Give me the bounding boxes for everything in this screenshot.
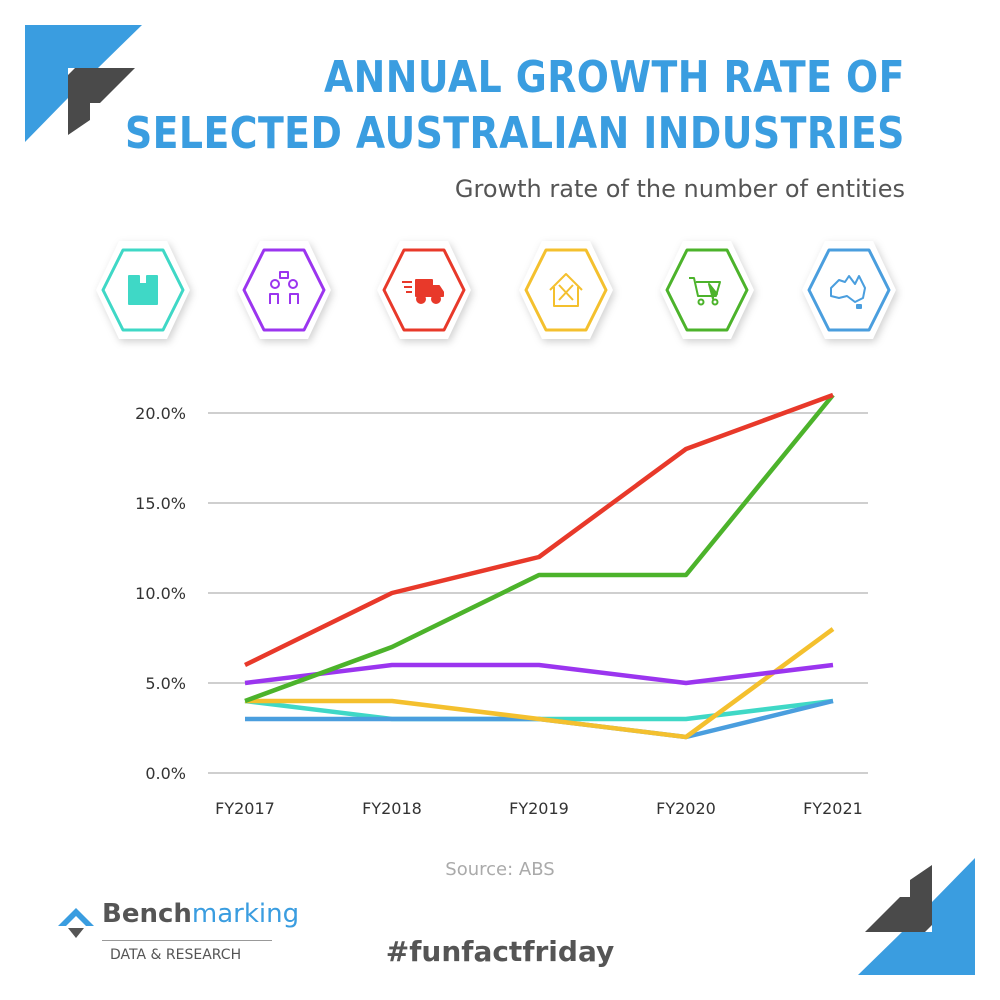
subtitle: Growth rate of the number of entities — [454, 175, 905, 203]
x-tick-label: FY2020 — [656, 799, 716, 818]
x-tick-label: FY2017 — [215, 799, 275, 818]
corner-bracket-top-left-grey — [68, 68, 135, 135]
y-tick-label: 10.0% — [135, 584, 186, 603]
corner-bracket-bottom-right-blue — [858, 858, 975, 975]
series-line-delivery-truck — [244, 392, 834, 668]
series-line-shopping-cart — [244, 393, 835, 704]
x-tick-label: FY2019 — [509, 799, 569, 818]
people-chat-icon — [237, 241, 331, 339]
corner-bracket-bottom-right-grey — [865, 865, 932, 932]
delivery-truck-icon — [377, 241, 471, 339]
series-line-people-chat — [244, 662, 834, 686]
y-tick-label: 15.0% — [135, 494, 186, 513]
x-tick-label: FY2018 — [362, 799, 422, 818]
logo-light: marking — [191, 899, 300, 929]
australia-map-icon — [802, 241, 896, 339]
house-tools-icon — [519, 241, 613, 339]
y-tick-label: 0.0% — [145, 764, 186, 783]
series-line-building — [244, 698, 834, 722]
shopping-cart-icon — [660, 241, 754, 339]
x-tick-label: FY2021 — [803, 799, 863, 818]
corner-bracket-top-left-blue — [25, 25, 142, 142]
source-note: Source: ABS — [445, 859, 555, 880]
title-line-2: SELECTED AUSTRALIAN INDUSTRIES — [125, 108, 905, 159]
page-title: ANNUAL GROWTH RATE OF SELECTED AUSTRALIA… — [125, 50, 905, 162]
logo-bold: Bench — [102, 899, 192, 929]
industry-icons — [96, 241, 896, 339]
y-tick-label: 5.0% — [145, 674, 186, 693]
hashtag: #funfactfriday — [385, 935, 615, 968]
logo-divider — [102, 940, 272, 941]
series-line-house-tools — [245, 627, 835, 740]
logo-tagline: DATA & RESEARCH — [110, 947, 242, 963]
logo-wordmark: Benchmarking — [102, 898, 299, 930]
y-tick-label: 20.0% — [135, 404, 186, 423]
benchmarking-logo-icon — [58, 908, 94, 938]
building-icon — [96, 241, 190, 339]
line-chart: 0.0% 5.0% 10.0% 15.0% 20.0% FY2017 FY2018 FY201… — [135, 392, 868, 818]
title-line-1: ANNUAL GROWTH RATE OF — [324, 52, 905, 103]
